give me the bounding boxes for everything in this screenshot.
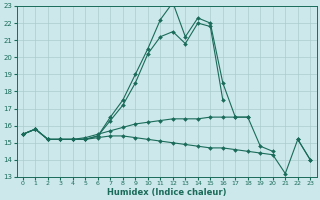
- X-axis label: Humidex (Indice chaleur): Humidex (Indice chaleur): [107, 188, 226, 197]
